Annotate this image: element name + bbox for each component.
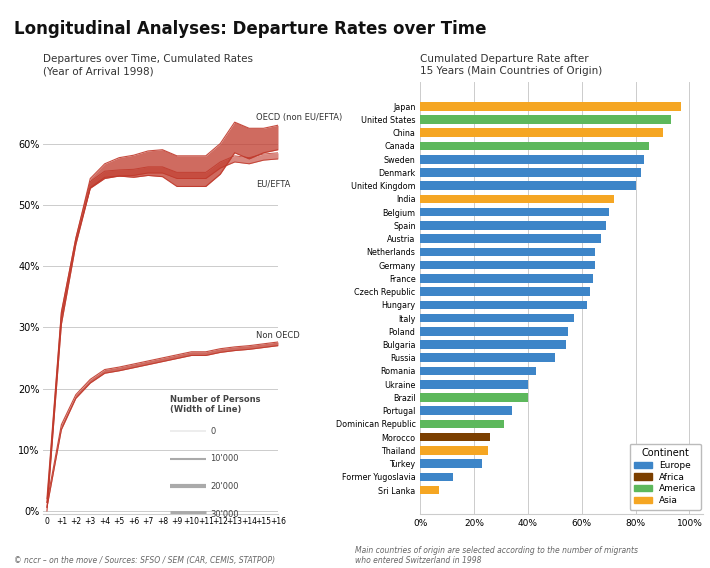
Bar [420, 300, 587, 309]
Bar [420, 208, 608, 216]
Bar [420, 353, 555, 362]
Bar [420, 274, 593, 283]
Bar [420, 261, 595, 269]
Bar [420, 406, 512, 415]
Text: Non OECD: Non OECD [256, 331, 300, 340]
Bar [420, 460, 482, 468]
Bar [420, 221, 606, 229]
Bar [420, 181, 635, 190]
Legend: Europe, Africa, America, Asia: Europe, Africa, America, Asia [630, 444, 701, 509]
Text: Cumulated Departure Rate after
15 Years (Main Countries of Origin): Cumulated Departure Rate after 15 Years … [420, 55, 603, 76]
Text: © nccr – on the move / Sources: SFSO / SEM (CAR, CEMIS, STATPOP): © nccr – on the move / Sources: SFSO / S… [14, 556, 275, 565]
Text: 10'000: 10'000 [210, 454, 239, 463]
Bar [420, 102, 682, 111]
Bar [420, 155, 644, 164]
Bar [420, 393, 528, 402]
Bar [420, 248, 595, 256]
Bar [420, 473, 453, 481]
Bar [420, 235, 601, 243]
Text: Number of Persons
(Width of Line): Number of Persons (Width of Line) [170, 395, 260, 414]
Text: Departures over Time, Cumulated Rates
(Year of Arrival 1998): Departures over Time, Cumulated Rates (Y… [43, 55, 253, 76]
Bar [420, 446, 488, 455]
Text: Longitudinal Analyses: Departure Rates over Time: Longitudinal Analyses: Departure Rates o… [14, 20, 486, 38]
Text: 20'000: 20'000 [210, 482, 239, 491]
Text: OECD (non EU/EFTA): OECD (non EU/EFTA) [256, 113, 343, 122]
Bar [420, 327, 569, 336]
Bar [420, 141, 649, 151]
Text: 30'000: 30'000 [210, 509, 239, 519]
Bar [420, 367, 536, 375]
Bar [420, 433, 491, 441]
Bar [420, 340, 566, 349]
Text: 0: 0 [210, 427, 215, 436]
Bar [420, 128, 662, 137]
Bar [420, 287, 590, 296]
Bar [420, 195, 614, 203]
Text: Main countries of origin are selected according to the number of migrants
who en: Main countries of origin are selected ac… [355, 546, 638, 565]
Bar [420, 486, 439, 494]
Bar [420, 115, 671, 124]
Text: EU/EFTA: EU/EFTA [256, 179, 290, 188]
Bar [420, 314, 574, 323]
Bar [420, 168, 641, 177]
Bar [420, 380, 528, 389]
Bar [420, 420, 504, 428]
